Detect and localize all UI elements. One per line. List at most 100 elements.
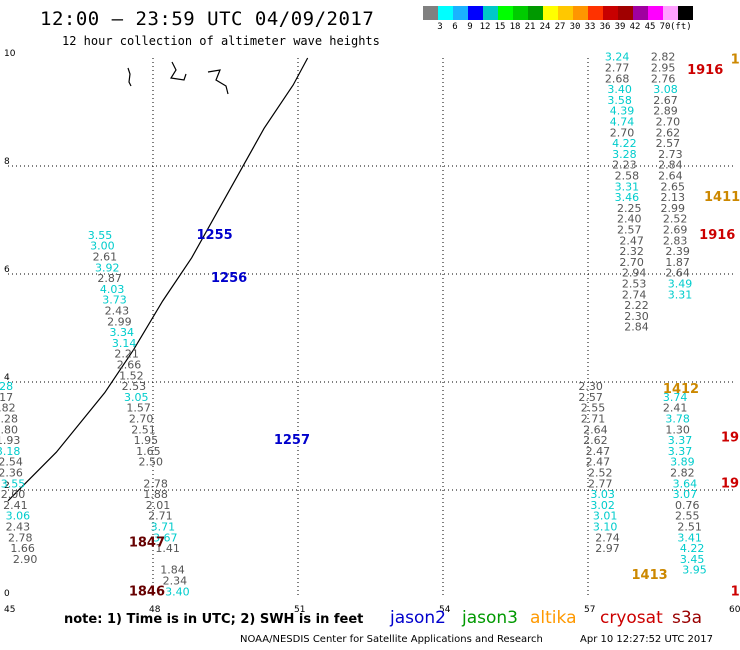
wave-height-value: 2.34 <box>163 575 188 588</box>
legend-swatch <box>618 6 633 20</box>
wave-height-value: 2.80 <box>0 423 18 436</box>
wave-height-value: 3.73 <box>102 294 127 307</box>
wave-height-value: 1.95 <box>134 434 159 447</box>
legend-swatch <box>423 6 438 20</box>
legend-swatch <box>483 6 498 20</box>
wave-height-value: 2.82 <box>670 467 695 480</box>
wave-height-value: 2.30 <box>624 310 649 323</box>
wave-height-value: 3.02 <box>590 499 615 512</box>
legend-swatch <box>603 6 618 20</box>
wave-height-value: 2.57 <box>578 391 603 404</box>
wave-height-value: 1.52 <box>119 369 143 382</box>
x-tick-label: 48 <box>149 605 161 615</box>
wave-height-value: 2.47 <box>619 234 644 247</box>
wave-height-value: 1.87 <box>665 256 690 269</box>
wave-height-value: 2.90 <box>13 553 38 566</box>
wave-height-value: 2.62 <box>583 434 608 447</box>
wave-height-value: 2.71 <box>581 413 606 426</box>
wave-height-value: 2.43 <box>105 305 129 318</box>
wave-height-value: 2.21 <box>114 348 139 361</box>
legend-swatch <box>573 6 588 20</box>
wave-height-value: 2.01 <box>146 499 171 512</box>
legend-label: 3 <box>437 22 443 32</box>
legend-label: 30 <box>569 22 581 32</box>
wave-height-value: 2.78 <box>143 477 168 490</box>
wave-height-value: 4.39 <box>610 105 635 118</box>
wave-height-value: 2.54 <box>0 456 23 469</box>
x-tick-label: 60 <box>729 605 740 615</box>
y-tick-label: 2 <box>4 481 10 491</box>
wave-height-value: 2.32 <box>619 245 644 258</box>
wave-height-value: 3.46 <box>615 191 640 204</box>
legend-swatch <box>678 6 693 20</box>
wave-height-value: 3.08 <box>653 83 678 96</box>
wave-height-value: 3.24 <box>605 51 630 64</box>
legend-label: 6 <box>452 22 458 32</box>
wave-height-value: 2.55 <box>675 510 700 523</box>
wave-height-value: 1.30 <box>665 423 690 436</box>
wave-height-value: 2.64 <box>665 267 690 280</box>
legend-swatch <box>528 6 543 20</box>
wave-height-value: 1.57 <box>126 402 150 415</box>
wave-height-value: 3.71 <box>151 521 176 534</box>
legend-label: 9 <box>467 22 473 32</box>
credit-text: NOAA/NESDIS Center for Satellite Applica… <box>240 634 543 645</box>
wave-height-value: 2.47 <box>586 456 611 469</box>
track-time-label: 1846 <box>129 584 165 599</box>
wave-height-value: 2.50 <box>139 456 164 469</box>
wave-height-value: 2.67 <box>653 94 678 107</box>
wave-height-value: 2.70 <box>656 116 681 129</box>
wave-height-value: 2.47 <box>586 445 611 458</box>
wave-height-value: 3.05 <box>124 391 149 404</box>
track-time-label: 19 <box>721 476 739 491</box>
legend-label: 27 <box>554 22 566 32</box>
map-title: 12:00 – 23:59 UTC 04/09/2017 <box>40 8 375 30</box>
x-tick-label: 54 <box>439 605 451 615</box>
track-time-label: 1255 <box>197 228 233 243</box>
wave-height-value: 1.41 <box>155 542 180 555</box>
island-outline <box>170 61 187 81</box>
wave-height-value: 2.68 <box>605 72 630 85</box>
wave-height-value: 2.73 <box>658 148 683 161</box>
x-tick-label: 57 <box>584 605 595 615</box>
wave-height-value: 2.41 <box>3 499 28 512</box>
wave-height-value: 2.30 <box>578 380 603 393</box>
wave-height-value: 3.03 <box>590 488 615 501</box>
wave-height-value: 2.77 <box>605 62 630 75</box>
wave-height-value: 2.74 <box>622 288 647 301</box>
wave-height-value: 2.83 <box>663 234 688 247</box>
wave-height-value: 2.70 <box>619 256 644 269</box>
wave-height-value: 3.95 <box>682 564 707 577</box>
wave-height-value: 2.89 <box>653 105 678 118</box>
map-subtitle: 12 hour collection of altimeter wave hei… <box>62 34 380 48</box>
legend-label: 33 <box>584 22 596 32</box>
wave-height-value: 1.66 <box>10 542 35 555</box>
wave-height-value: 2.99 <box>661 202 686 215</box>
footer-note: note: 1) Time is in UTC; 2) SWH is in fe… <box>64 612 364 627</box>
wave-height-value: 2.70 <box>129 413 154 426</box>
legend-swatch <box>438 6 453 20</box>
x-tick-label: 51 <box>294 605 305 615</box>
y-tick-label: 0 <box>4 589 10 599</box>
y-tick-label: 10 <box>4 49 16 59</box>
wave-height-value: 3.45 <box>680 553 705 566</box>
wave-height-value: 1.88 <box>143 488 168 501</box>
legend-label: 12 <box>479 22 491 32</box>
track-time-label: 191 <box>721 430 740 445</box>
wave-height-value: 4.22 <box>612 137 637 150</box>
wave-height-value: 2.82 <box>651 51 676 64</box>
track-time-label: 1847 <box>129 536 165 551</box>
legend-label: 18 <box>509 22 521 32</box>
wave-height-value: 2.65 <box>661 180 686 193</box>
track-time-label: 1 <box>731 584 740 599</box>
wave-height-value: 3.31 <box>668 288 693 301</box>
y-tick-label: 4 <box>4 373 10 383</box>
wave-height-value: 2.94 <box>622 267 647 280</box>
y-tick-label: 8 <box>4 157 10 167</box>
legend-label: 24 <box>539 22 551 32</box>
wave-height-value: 2.55 <box>581 402 606 415</box>
track-time-label: 1412 <box>663 382 699 397</box>
wave-height-value: 2.51 <box>131 423 156 436</box>
wave-height-value: 2.84 <box>658 159 683 172</box>
